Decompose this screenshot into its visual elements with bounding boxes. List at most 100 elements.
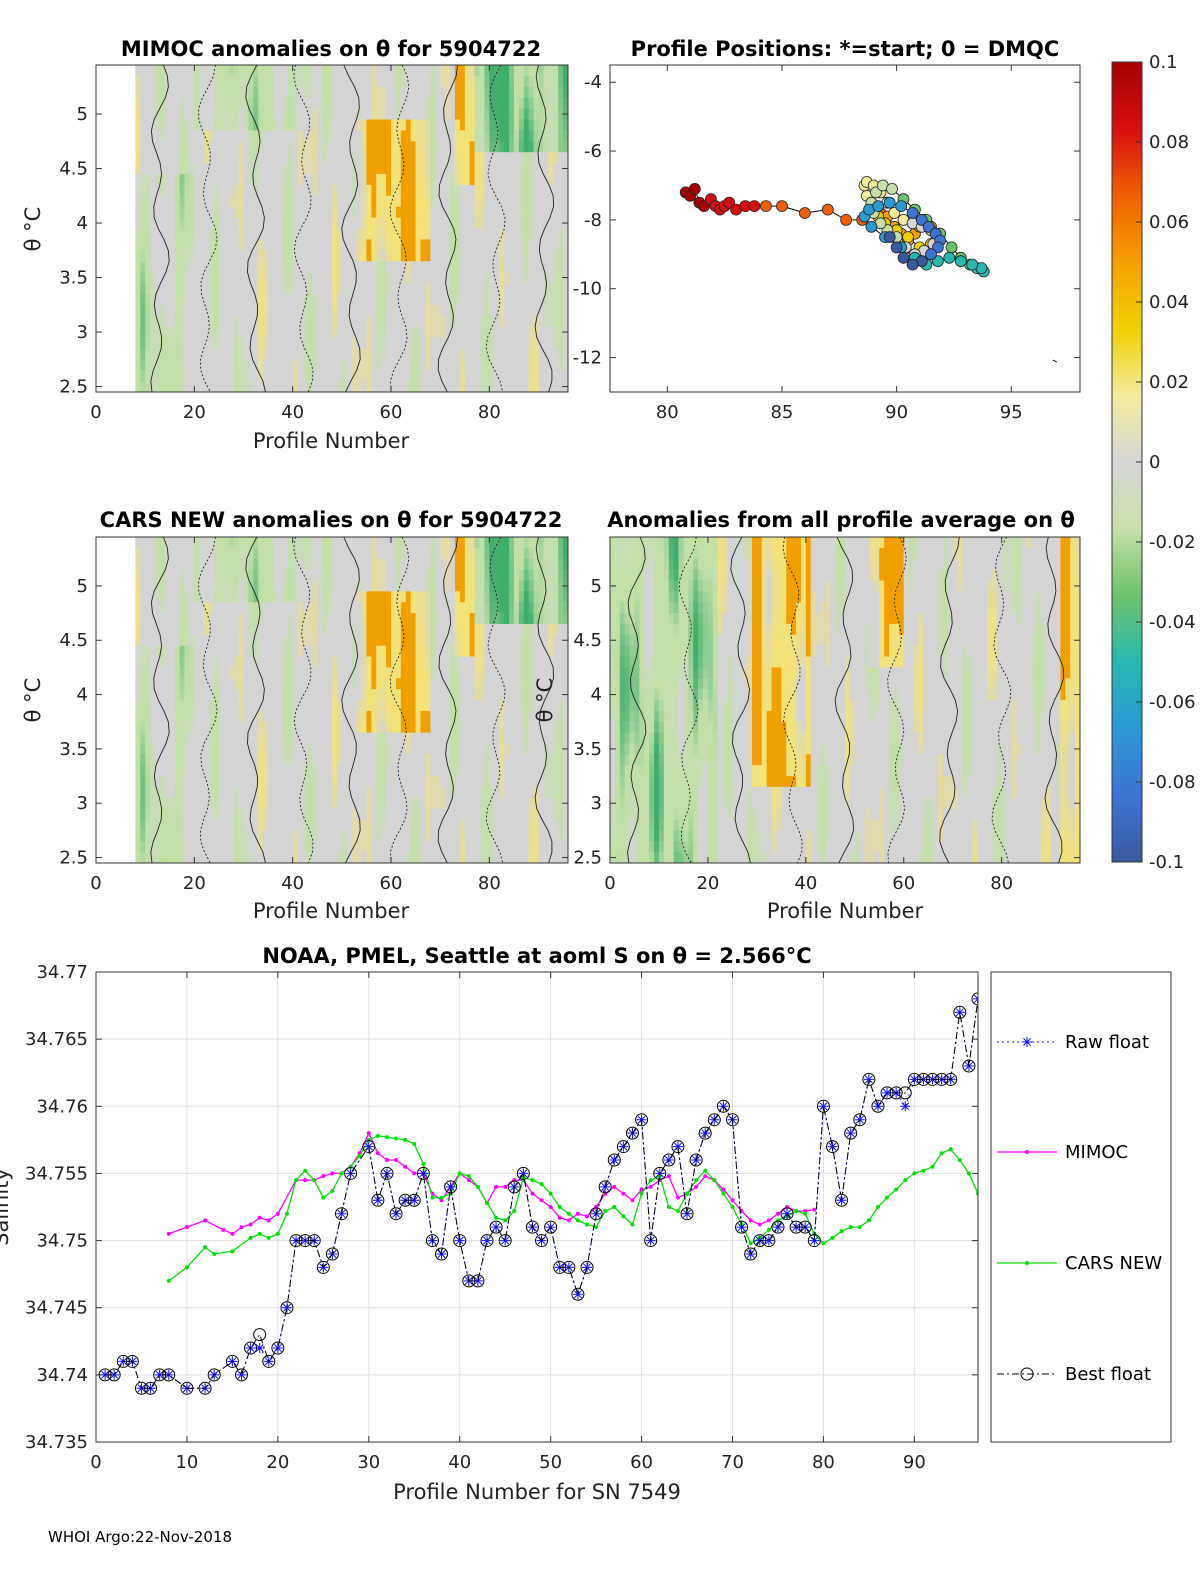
heat-cell xyxy=(140,656,146,668)
heat-cell xyxy=(223,819,230,831)
heat-cell xyxy=(317,163,323,175)
heat-cell xyxy=(361,743,368,755)
heat-cell xyxy=(273,370,279,382)
heat-cell xyxy=(184,700,191,712)
heat-cell xyxy=(533,130,540,142)
heat-cell xyxy=(366,721,372,734)
heat-cell xyxy=(332,86,338,99)
heat-cell xyxy=(533,152,540,164)
heat-cell xyxy=(469,797,476,810)
heat-cell xyxy=(238,304,245,317)
heat-cell xyxy=(159,130,166,142)
heat-cell xyxy=(415,721,422,734)
heat-cell xyxy=(459,206,466,219)
heat-cell xyxy=(440,613,446,625)
heat-cell xyxy=(356,537,363,549)
colorbar-tick-label: -0.08 xyxy=(1149,772,1196,793)
heat-cell xyxy=(209,808,215,821)
heat-cell xyxy=(332,381,338,392)
heat-cell xyxy=(425,65,431,77)
heat-cell xyxy=(381,152,387,164)
heat-cell xyxy=(189,613,195,625)
heat-cell xyxy=(282,613,289,625)
heat-cell xyxy=(381,602,387,614)
heat-cell xyxy=(391,558,397,571)
heat-cell xyxy=(184,710,191,723)
heat-cell xyxy=(307,634,313,647)
heat-cell xyxy=(214,776,220,788)
heat-cell xyxy=(282,732,289,745)
heat-cell xyxy=(336,130,343,142)
heat-cell xyxy=(410,184,417,197)
heat-cell xyxy=(282,580,289,592)
heat-cell xyxy=(430,108,436,121)
heat-cell xyxy=(277,141,284,153)
heat-cell xyxy=(327,645,333,658)
heat-cell xyxy=(410,689,417,701)
heat-cell xyxy=(435,228,441,240)
heat-cell xyxy=(223,97,230,110)
heat-cell xyxy=(454,359,461,371)
heat-cell xyxy=(509,381,515,392)
heat-cell xyxy=(341,370,348,382)
heat-cell xyxy=(218,65,225,77)
heat-cell xyxy=(243,152,250,164)
heat-cell xyxy=(528,348,535,360)
heat-cell xyxy=(410,710,417,723)
heat-cell xyxy=(199,786,205,799)
heat-cell xyxy=(268,547,274,560)
heat-cell xyxy=(415,206,422,219)
heat-cell xyxy=(228,819,235,831)
heat-cell xyxy=(302,743,309,755)
heat-cell xyxy=(332,797,338,810)
heat-cell xyxy=(538,348,545,360)
heat-cell xyxy=(533,250,540,262)
heat-cell xyxy=(184,645,191,658)
heat-cell xyxy=(322,776,328,788)
heat-cell xyxy=(366,130,372,142)
heat-cell xyxy=(189,184,195,197)
heat-cell xyxy=(386,152,392,164)
heat-cell xyxy=(454,250,461,262)
heat-cell xyxy=(361,558,368,571)
heat-cell xyxy=(194,239,200,251)
heat-cell xyxy=(494,261,500,273)
heat-cell xyxy=(435,786,441,799)
heat-cell xyxy=(400,108,407,121)
heat-cell xyxy=(489,97,495,110)
heat-cell xyxy=(356,852,363,863)
heat-cell xyxy=(169,852,176,863)
heat-cell xyxy=(341,65,348,77)
heat-cell xyxy=(223,537,230,549)
heat-cell xyxy=(391,359,397,371)
heat-cell xyxy=(376,141,382,153)
heat-cell xyxy=(327,174,333,186)
heat-cell xyxy=(410,141,417,153)
heat-cell xyxy=(479,689,486,701)
heat-cell xyxy=(209,786,215,799)
heat-cell xyxy=(218,721,225,734)
heat-cell xyxy=(440,689,446,701)
heat-cell xyxy=(199,634,205,647)
heat-cell xyxy=(253,381,259,392)
heat-cell xyxy=(209,348,215,360)
heat-cell xyxy=(292,163,299,175)
heat-cell xyxy=(553,217,559,230)
heat-cell xyxy=(558,304,564,317)
heat-cell xyxy=(282,250,289,262)
heat-cell xyxy=(425,381,431,392)
heat-cell xyxy=(150,108,156,121)
heat-cell xyxy=(405,195,412,208)
heat-cell xyxy=(145,152,151,164)
heat-cell xyxy=(273,195,279,208)
heat-cell xyxy=(263,678,269,690)
heat-cell xyxy=(479,108,486,121)
heat-cell xyxy=(184,732,191,745)
heat-cell xyxy=(361,776,368,788)
heat-cell xyxy=(248,381,254,392)
heat-cell xyxy=(459,537,466,549)
heat-cell xyxy=(297,786,304,799)
heat-cell xyxy=(366,547,372,560)
heat-cell xyxy=(504,315,510,328)
heat-cell xyxy=(479,272,486,284)
